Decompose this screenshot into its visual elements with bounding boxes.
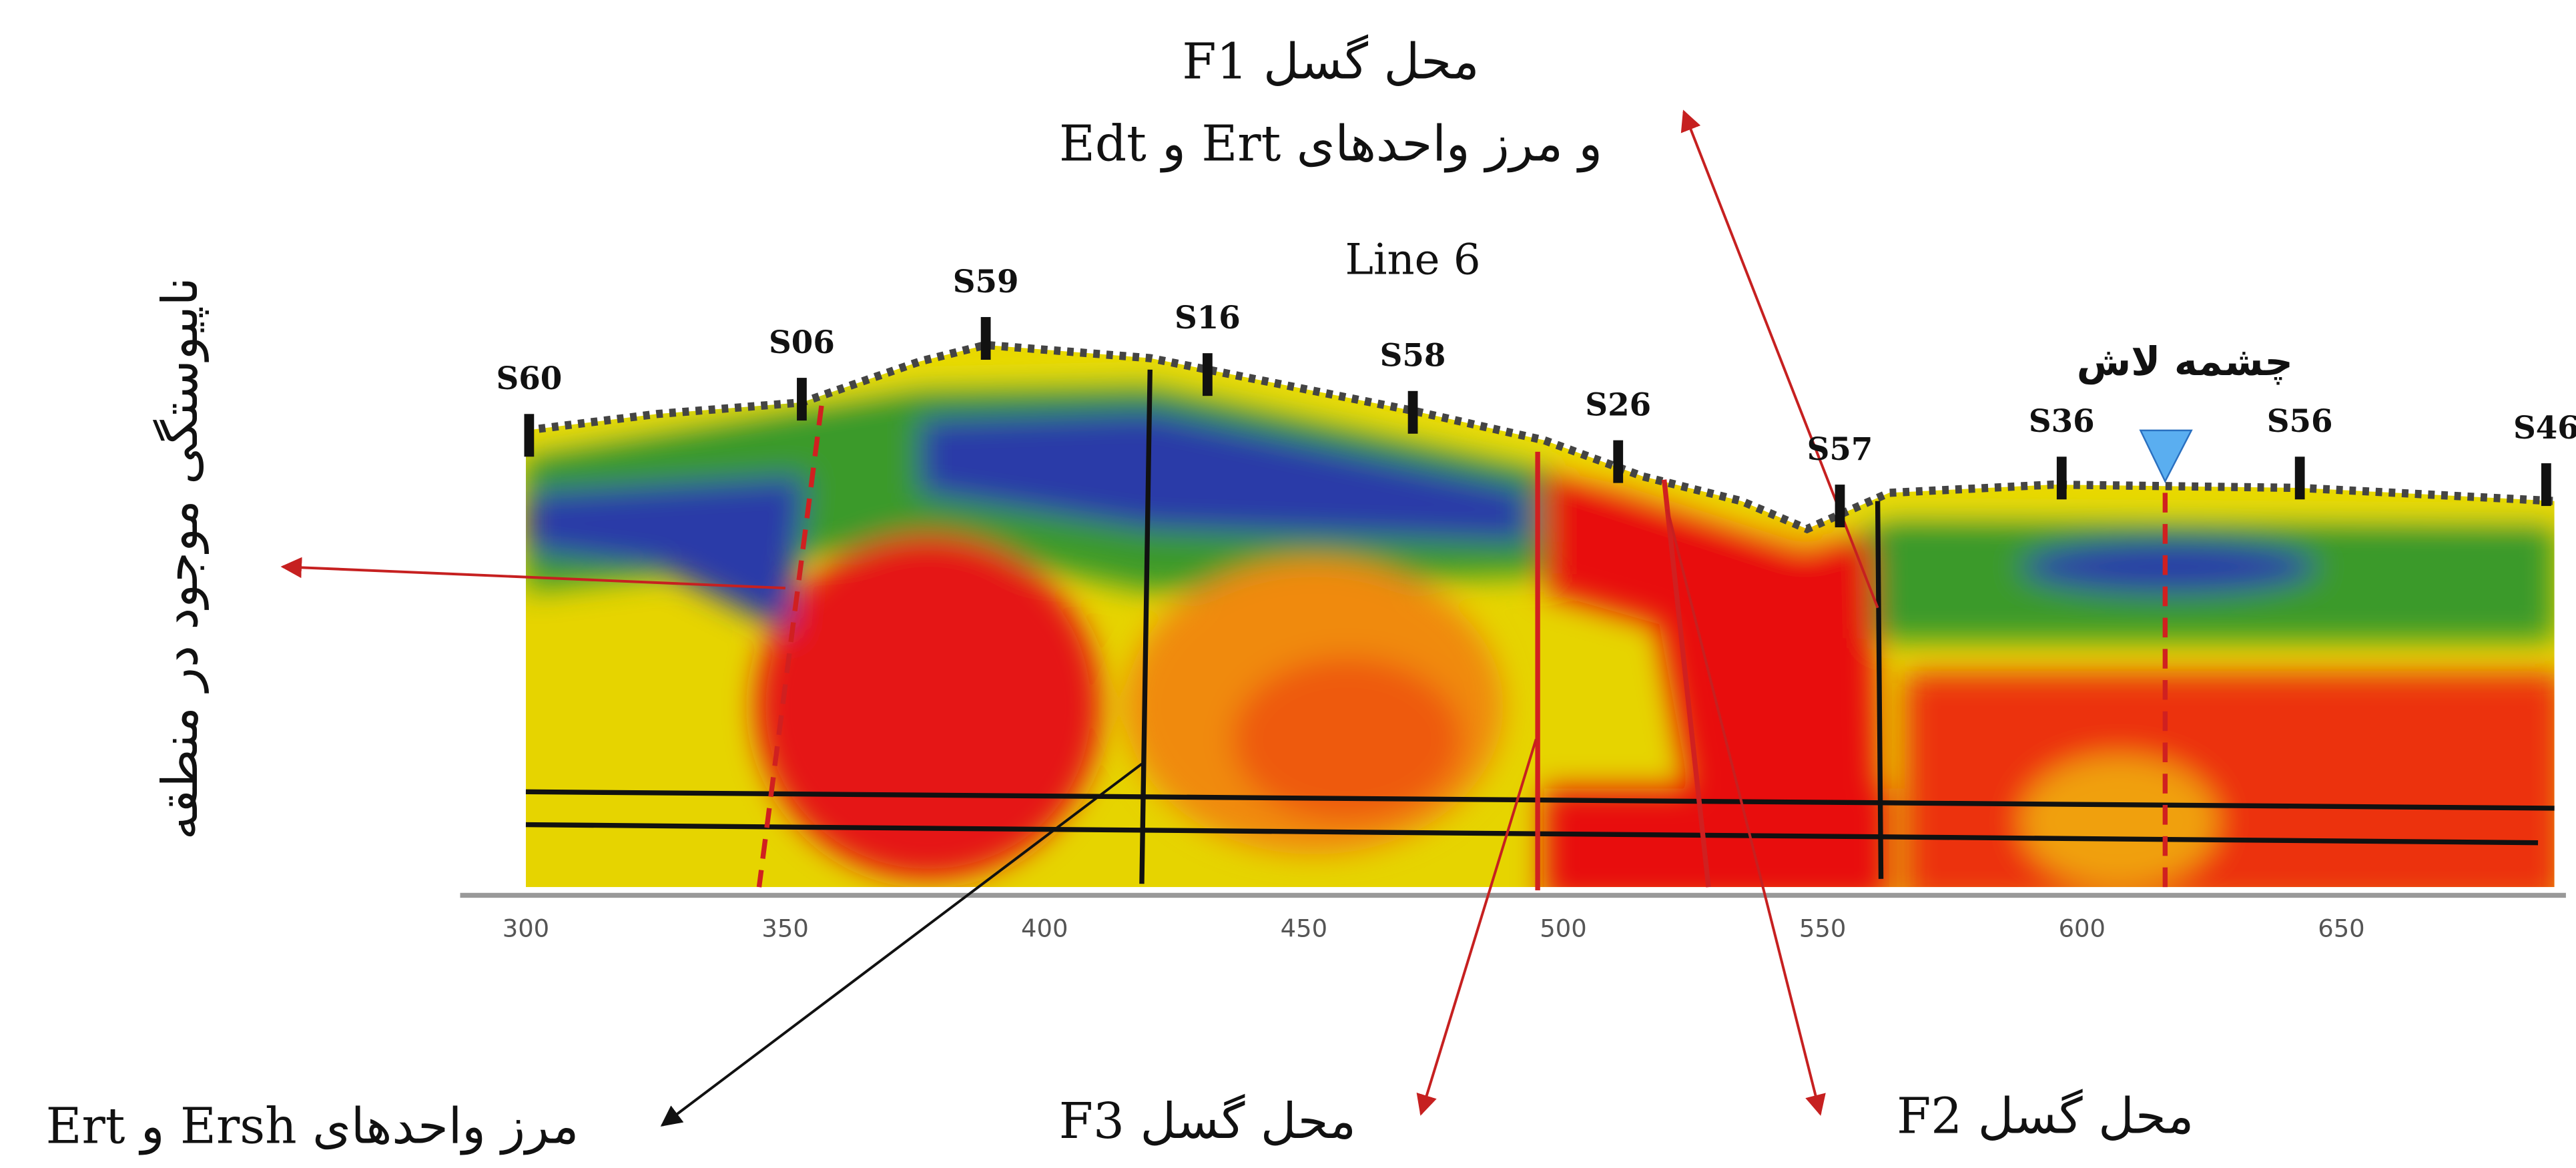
station-label: S46 xyxy=(2513,410,2576,447)
station-marker xyxy=(2056,457,2067,500)
section-title: Line 6 xyxy=(1345,235,1481,284)
x-tick-label: 600 xyxy=(2059,914,2106,943)
station-marker xyxy=(980,317,991,360)
surface-profile xyxy=(525,340,2555,534)
station-label: S57 xyxy=(1807,431,1873,468)
station-label: S36 xyxy=(2029,403,2095,440)
station-label: S16 xyxy=(1175,300,1241,336)
f2-label: محل گسل F2 xyxy=(1897,1088,2194,1145)
x-tick-label: 450 xyxy=(1281,914,1327,943)
station-label: S06 xyxy=(769,324,835,361)
spring-label: چشمه لاش xyxy=(2077,338,2293,385)
arrows xyxy=(280,109,1879,1127)
station-label: S59 xyxy=(953,264,1019,300)
f3-label: محل گسل F3 xyxy=(1059,1093,1356,1150)
x-tick-label: 650 xyxy=(2318,914,2364,943)
x-tick-label: 300 xyxy=(503,914,549,943)
x-tick-label: 500 xyxy=(1540,914,1586,943)
x-tick-label: 550 xyxy=(1799,914,1846,943)
station-marker xyxy=(2541,463,2551,507)
unit-boundary-label: مرز واحدهای Ersh و Ert xyxy=(46,1097,579,1155)
station-marker xyxy=(1835,485,1845,528)
station-label: S58 xyxy=(1380,338,1446,374)
f1-label: محل گسل F1 xyxy=(1182,33,1479,90)
x-tick-label: 350 xyxy=(761,914,808,943)
station-label: S26 xyxy=(1585,386,1651,423)
x-tick-label: 400 xyxy=(1021,914,1068,943)
station-marker xyxy=(2294,457,2305,500)
spring-marker xyxy=(2139,429,2193,483)
discontinuity-label: ناپیوستگی موجود در منطقه xyxy=(151,277,209,840)
station-label: S56 xyxy=(2267,403,2333,440)
station-marker xyxy=(1203,353,1213,396)
station-marker xyxy=(524,414,535,457)
station-marker xyxy=(1407,390,1418,434)
fault-lines xyxy=(756,405,2168,896)
station-marker xyxy=(797,378,807,421)
f1-label: و مرز واحدهای Ert و Edt xyxy=(1059,115,1602,173)
station-label: S60 xyxy=(496,360,562,397)
station-marker xyxy=(1613,440,1624,483)
